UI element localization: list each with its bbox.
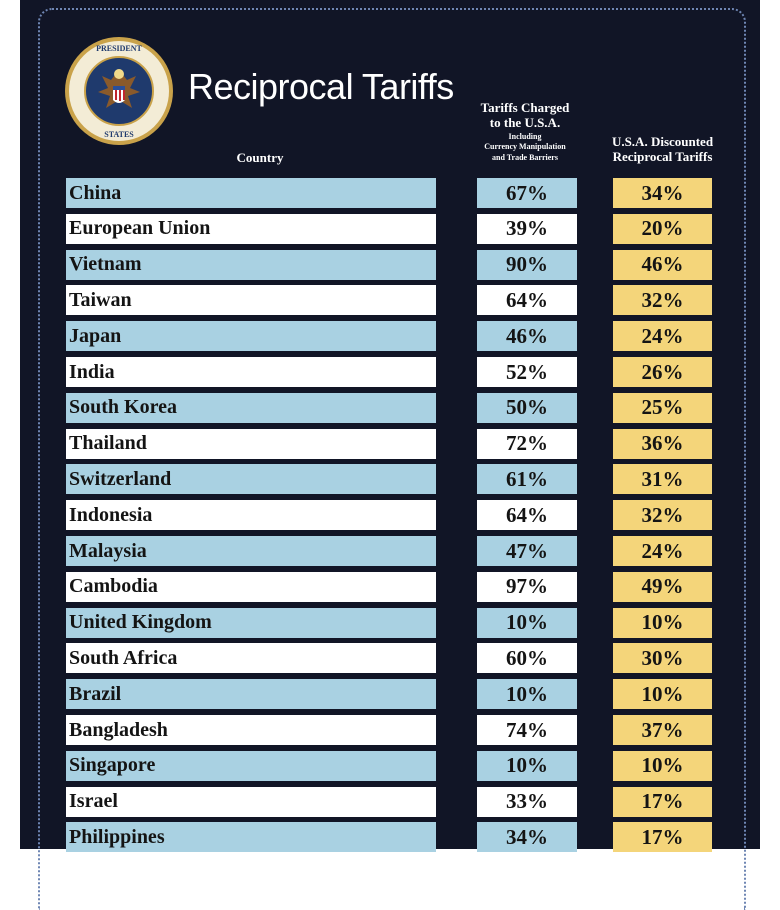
table-row: Vietnam 90% 46% [20,249,760,280]
discounted-tariff-cell: 32% [613,500,712,531]
country-cell: Taiwan [66,285,436,316]
country-cell: China [66,178,436,208]
tariff-charged-cell: 50% [477,392,577,423]
table-row: United Kingdom 10% 10% [20,607,760,638]
country-cell: Brazil [66,679,436,710]
country-cell: European Union [66,213,436,244]
discounted-tariff-cell: 24% [613,321,712,352]
discounted-tariff-cell: 17% [613,822,712,853]
table-row: Israel 33% 17% [20,786,760,817]
table-row: Bangladesh 74% 37% [20,715,760,745]
country-cell: South Africa [66,643,436,674]
charged-header-sub3: and Trade Barriers [492,153,558,163]
charged-header-line1: Tariffs Charged [480,100,570,115]
tariff-charged-cell: 52% [477,357,577,387]
svg-text:STATES: STATES [104,130,134,139]
country-cell: Japan [66,321,436,352]
table-row: Singapore 10% 10% [20,750,760,781]
column-header-tariffs-charged: Tariffs Charged to the U.S.A. Including … [460,100,590,163]
discounted-tariff-cell: 10% [613,750,712,781]
table-row: Thailand 72% 36% [20,428,760,459]
discounted-tariff-cell: 46% [613,249,712,280]
tariff-charged-cell: 10% [477,679,577,710]
page-title: Reciprocal Tariffs [188,66,454,107]
tariff-charged-cell: 10% [477,750,577,781]
tariff-board: PRESIDENT STATES Reciprocal Tariffs Coun… [20,0,760,910]
charged-header-sub2: Currency Manipulation [484,142,566,152]
country-cell: South Korea [66,392,436,423]
column-header-country: Country [236,150,284,165]
discounted-tariff-cell: 20% [613,213,712,244]
country-cell: Switzerland [66,464,436,495]
table-row: Philippines 34% 17% [20,822,760,853]
table-row: China 67% 34% [20,178,760,208]
discounted-tariff-cell: 34% [613,178,712,208]
table-row: Switzerland 61% 31% [20,464,760,495]
column-header-discounted: U.S.A. Discounted Reciprocal Tariffs [590,134,735,165]
tariff-charged-cell: 67% [477,178,577,208]
tariff-charged-cell: 74% [477,715,577,745]
discounted-tariff-cell: 25% [613,392,712,423]
dotted-border [38,8,746,910]
tariff-charged-cell: 34% [477,822,577,853]
discounted-tariff-cell: 36% [613,428,712,459]
presidential-seal-icon: PRESIDENT STATES [65,37,173,145]
charged-header-sub1: Including [508,131,542,141]
discounted-tariff-cell: 31% [613,464,712,495]
discounted-tariff-cell: 32% [613,285,712,316]
discounted-header-line2: Reciprocal Tariffs [612,148,713,164]
discounted-tariff-cell: 26% [613,357,712,387]
table-row: India 52% 26% [20,357,760,387]
table-row: Indonesia 64% 32% [20,500,760,531]
tariff-charged-cell: 97% [477,571,577,602]
tariff-charged-cell: 64% [477,500,577,531]
discounted-tariff-cell: 49% [613,571,712,602]
svg-text:PRESIDENT: PRESIDENT [96,44,142,53]
tariff-charged-cell: 46% [477,321,577,352]
country-cell: India [66,357,436,387]
table-row: Cambodia 97% 49% [20,571,760,602]
country-cell: Israel [66,786,436,817]
discounted-tariff-cell: 10% [613,607,712,638]
tariff-charged-cell: 39% [477,213,577,244]
table-row: Taiwan 64% 32% [20,285,760,316]
tariff-charged-cell: 64% [477,285,577,316]
tariff-charged-cell: 10% [477,607,577,638]
country-cell: Malaysia [66,536,436,566]
discounted-header-line1: U.S.A. Discounted [611,134,714,149]
table-row: South Africa 60% 30% [20,643,760,674]
country-cell: Bangladesh [66,715,436,745]
table-row: European Union 39% 20% [20,213,760,244]
tariff-charged-cell: 90% [477,249,577,280]
tariff-charged-cell: 47% [477,536,577,566]
country-cell: Indonesia [66,500,436,531]
country-cell: Thailand [66,428,436,459]
table-row: Brazil 10% 10% [20,679,760,710]
table-row: Malaysia 47% 24% [20,536,760,566]
tariff-charged-cell: 60% [477,643,577,674]
discounted-tariff-cell: 17% [613,786,712,817]
discounted-tariff-cell: 37% [613,715,712,745]
country-cell: Philippines [66,822,436,853]
country-cell: Singapore [66,750,436,781]
country-cell: Cambodia [66,571,436,602]
tariff-charged-cell: 33% [477,786,577,817]
tariff-charged-cell: 72% [477,428,577,459]
discounted-tariff-cell: 10% [613,679,712,710]
charged-header-line2: to the U.S.A. [489,114,561,130]
tariff-charged-cell: 61% [477,464,577,495]
discounted-tariff-cell: 30% [613,643,712,674]
table-row: Japan 46% 24% [20,321,760,352]
country-cell: Vietnam [66,249,436,280]
table-row: South Korea 50% 25% [20,392,760,423]
discounted-tariff-cell: 24% [613,536,712,566]
country-cell: United Kingdom [66,607,436,638]
